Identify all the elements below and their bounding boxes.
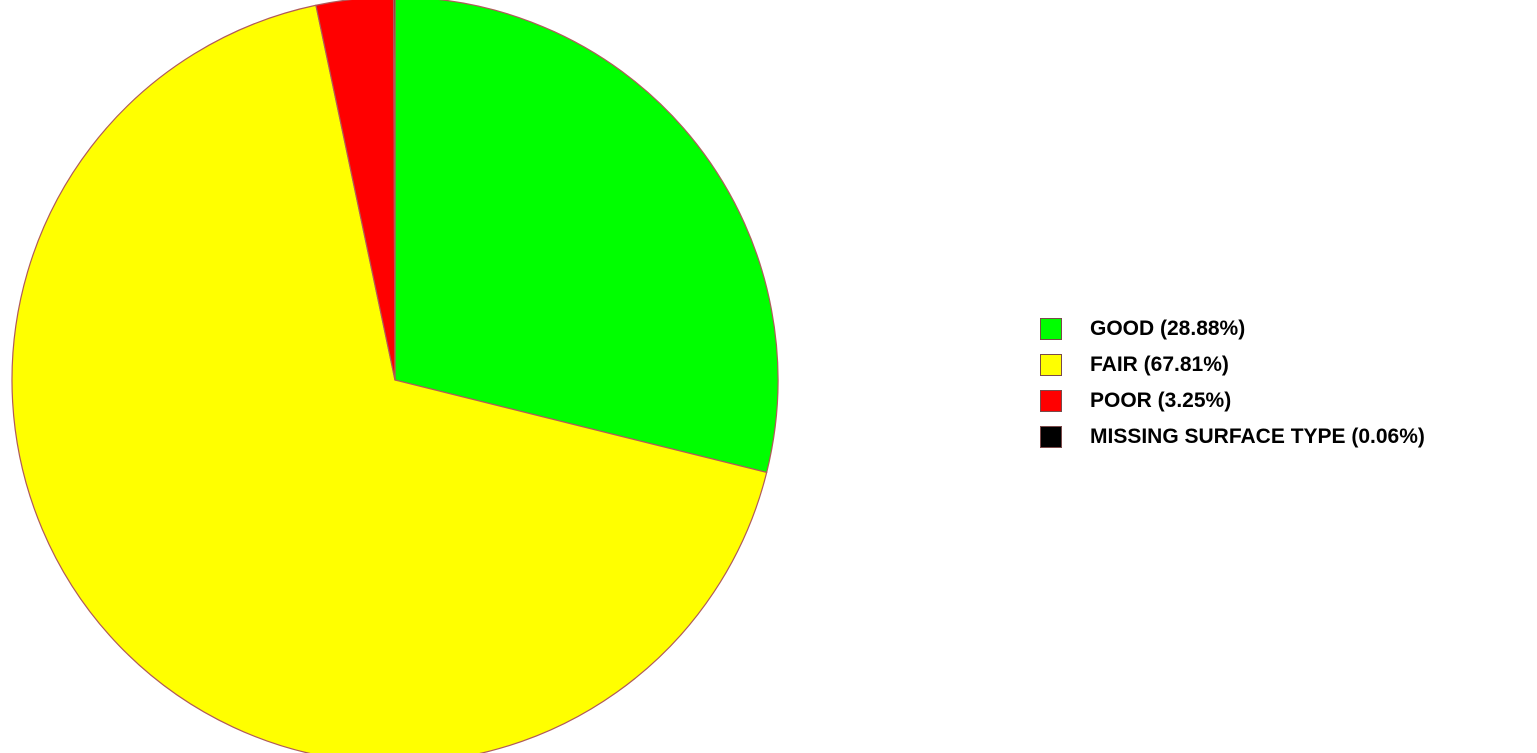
- legend-label-missing-surface-type: MISSING SURFACE TYPE (0.06%): [1090, 425, 1425, 448]
- legend-item-poor: POOR (3.25%): [1040, 383, 1425, 419]
- legend-item-good: GOOD (28.88%): [1040, 311, 1425, 347]
- legend-swatch-good: [1040, 318, 1062, 340]
- pie-slice-poor: [315, 0, 396, 381]
- chart-legend: GOOD (28.88%) FAIR (67.81%) POOR (3.25%)…: [1040, 311, 1425, 455]
- legend-swatch-missing-surface-type: [1040, 426, 1062, 448]
- legend-label-fair: FAIR (67.81%): [1090, 353, 1229, 376]
- pie-chart: [11, 0, 779, 753]
- pie-slice-missing-surface-type: [392, 0, 396, 381]
- legend-label-good: GOOD (28.88%): [1090, 317, 1246, 340]
- legend-item-missing-surface-type: MISSING SURFACE TYPE (0.06%): [1040, 419, 1425, 455]
- legend-label-poor: POOR (3.25%): [1090, 389, 1232, 412]
- legend-item-fair: FAIR (67.81%): [1040, 347, 1425, 383]
- legend-swatch-poor: [1040, 390, 1062, 412]
- pie-slice-good: [394, 0, 779, 474]
- pie-slice-fair: [11, 4, 768, 753]
- legend-swatch-fair: [1040, 354, 1062, 376]
